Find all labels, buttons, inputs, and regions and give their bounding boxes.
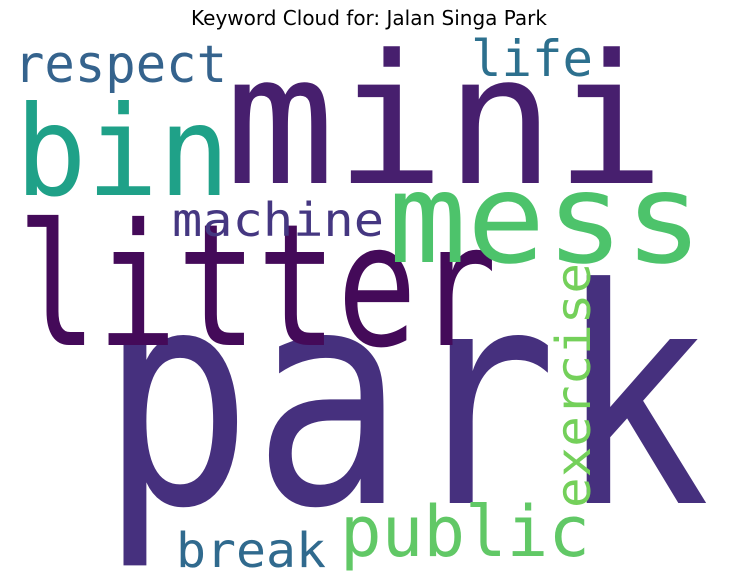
chart-title: Keyword Cloud for: Jalan Singa Park bbox=[191, 6, 547, 30]
word-mini: mini bbox=[225, 17, 665, 226]
word-mess: mess bbox=[388, 147, 703, 292]
word-break: break bbox=[176, 523, 326, 579]
word-park: park bbox=[100, 225, 710, 574]
word-bin: bin bbox=[15, 80, 230, 225]
word-public: public bbox=[340, 491, 590, 573]
word-machine: machine bbox=[172, 193, 384, 247]
word-litter: litter bbox=[17, 188, 497, 386]
word-exercise: exercise bbox=[546, 263, 602, 508]
word-life: life bbox=[471, 30, 593, 88]
word-respect: respect bbox=[14, 35, 227, 95]
